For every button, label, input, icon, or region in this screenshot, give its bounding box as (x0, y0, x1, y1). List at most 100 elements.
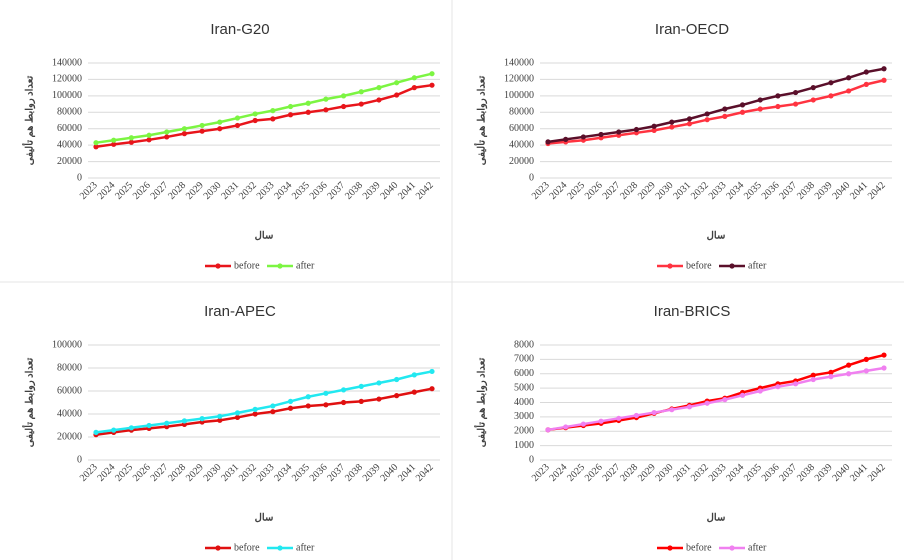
x-tick-label: 2038 (343, 462, 365, 484)
data-point (146, 422, 152, 429)
x-tick-label: 2025 (113, 462, 135, 484)
data-point (358, 398, 364, 404)
data-point (411, 85, 417, 91)
x-tick-label: 2030 (202, 462, 224, 484)
series-line (547, 366, 885, 432)
data-point (340, 399, 347, 406)
x-tick-label: 2030 (202, 180, 224, 202)
data-point (111, 427, 117, 433)
data-point (411, 372, 417, 378)
x-tick-label: 2041 (848, 462, 870, 484)
data-point (323, 390, 329, 396)
data-point (340, 103, 347, 110)
x-tick-label: 2024 (96, 462, 118, 484)
y-tick-label: 80000 (509, 107, 534, 118)
y-tick-label: 0 (529, 454, 534, 465)
y-tick-label: 120000 (52, 74, 82, 85)
x-tick-label: 2029 (184, 462, 206, 484)
data-point (252, 111, 258, 117)
x-tick-label: 2032 (689, 180, 711, 202)
data-point (270, 116, 276, 122)
y-tick-label: 3000 (514, 411, 534, 422)
x-tick-label: 2035 (742, 180, 764, 202)
legend-marker (277, 263, 283, 269)
chart-panel: Iran-APEC تعداد روابط هم تألیفی سال 0 20000 4… (22, 303, 440, 553)
y-tick-label: 120000 (504, 74, 534, 85)
data-point (757, 388, 763, 394)
data-point (358, 101, 364, 107)
legend-marker (729, 263, 735, 269)
series-line (547, 67, 885, 144)
x-tick-label: 2030 (654, 180, 676, 202)
data-point (863, 81, 869, 87)
data-point (181, 418, 188, 424)
data-point (305, 109, 311, 115)
x-tick-label: 2027 (149, 180, 171, 202)
y-tick-label: 20000 (57, 431, 82, 442)
data-point (739, 102, 746, 108)
data-point (128, 425, 134, 431)
data-point (287, 112, 294, 118)
chart-title: Iran-G20 (210, 21, 269, 38)
data-point (394, 80, 400, 86)
data-point (234, 414, 241, 421)
legend-marker (667, 263, 673, 269)
chart-title: Iran-OECD (655, 21, 729, 38)
data-point (270, 403, 276, 409)
y-tick-label: 60000 (57, 385, 82, 396)
data-point (111, 141, 117, 147)
chart-title: Iran-APEC (204, 303, 276, 320)
data-point (411, 389, 417, 395)
x-tick-label: 2037 (777, 462, 799, 484)
x-tick-label: 2034 (272, 180, 294, 202)
x-tick-label: 2039 (813, 462, 835, 484)
x-tick-label: 2024 (96, 180, 118, 202)
data-point (881, 365, 887, 371)
data-point (217, 119, 223, 125)
data-point (340, 93, 347, 99)
x-tick-label: 2025 (565, 180, 587, 202)
x-tick-label: 2024 (548, 462, 570, 484)
y-tick-label: 40000 (57, 139, 82, 150)
x-tick-label: 2029 (184, 180, 206, 202)
x-tick-label: 2026 (131, 180, 153, 202)
series-line (95, 83, 433, 149)
x-tick-label: 2035 (742, 462, 764, 484)
data-point (164, 420, 170, 426)
data-point (376, 85, 382, 91)
data-point (792, 101, 799, 107)
y-tick-label: 80000 (57, 107, 82, 118)
data-point (252, 406, 258, 412)
data-point (810, 376, 816, 383)
x-tick-label: 2034 (724, 180, 746, 202)
data-point (358, 89, 364, 95)
data-point (305, 100, 311, 106)
x-tick-label: 2033 (707, 462, 729, 484)
data-point (376, 97, 382, 103)
x-tick-label: 2034 (272, 462, 294, 484)
data-point (394, 92, 400, 98)
y-tick-label: 100000 (52, 339, 82, 350)
data-point (669, 119, 675, 125)
data-point (633, 412, 640, 419)
x-axis-label: سال (255, 512, 274, 523)
y-tick-label: 100000 (504, 90, 534, 101)
legend-label: before (686, 542, 712, 553)
legend-label: after (296, 542, 315, 553)
data-point (93, 144, 99, 150)
data-point (199, 416, 205, 422)
data-point (828, 80, 834, 86)
data-point (846, 371, 852, 377)
data-point (217, 417, 223, 423)
data-point (757, 97, 763, 103)
data-point (376, 380, 382, 386)
data-point (828, 374, 834, 380)
data-point (846, 88, 852, 94)
data-point (686, 121, 693, 127)
x-tick-label: 2039 (361, 180, 383, 202)
legend-label: before (686, 260, 712, 271)
x-tick-label: 2031 (219, 180, 241, 202)
data-point (270, 108, 276, 114)
x-tick-label: 2032 (689, 462, 711, 484)
